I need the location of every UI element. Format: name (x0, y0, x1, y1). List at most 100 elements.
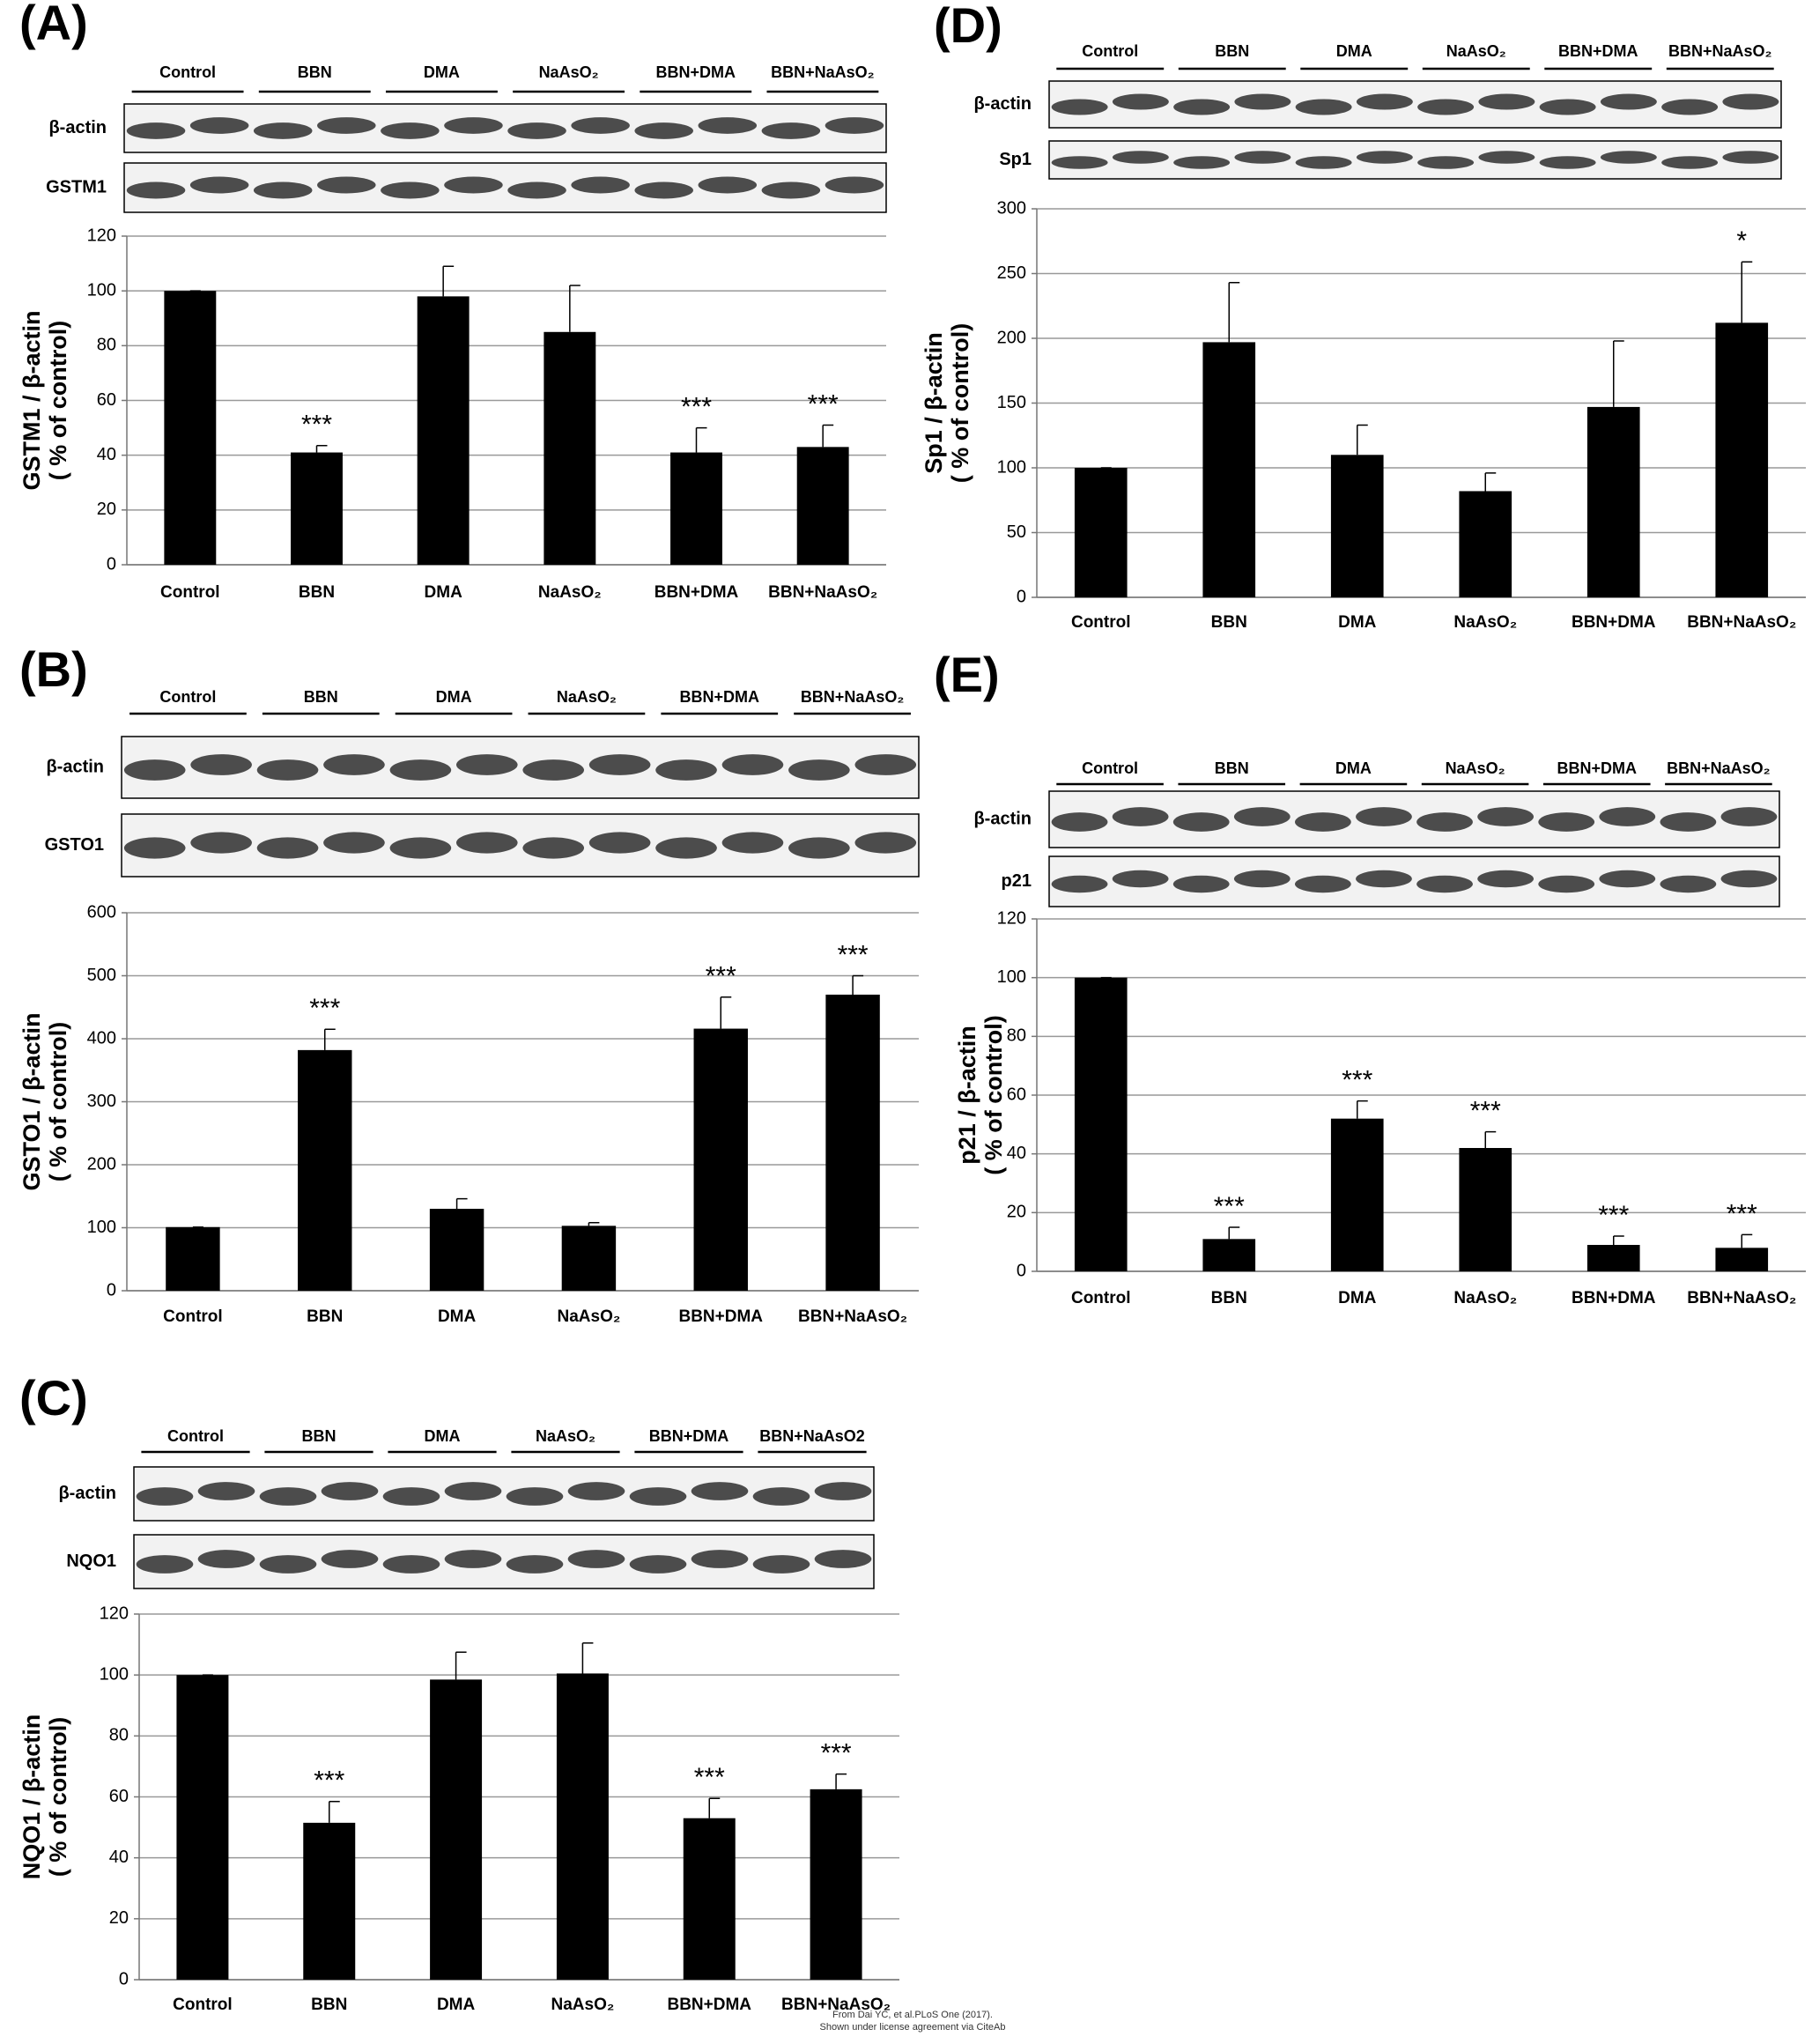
blot-row-label: β-actin (973, 809, 1032, 828)
blot-row-label: β-actin (973, 94, 1032, 114)
credit: From Dai YC, et al.PLoS One (2017). (832, 2010, 993, 2020)
blot-band (1233, 870, 1291, 888)
blot-lane-label: BBN (302, 1427, 337, 1445)
blot-lane-label: BBN (1215, 42, 1249, 60)
error-bar (835, 1773, 847, 1789)
bar (1586, 1245, 1640, 1271)
blot-band (1538, 875, 1595, 893)
error-bar (720, 996, 732, 1029)
blot-band (588, 832, 651, 854)
blot-band (825, 176, 884, 194)
blot-lane-label: Control (167, 1427, 224, 1445)
y-tick-label: 120 (87, 226, 116, 245)
blot-band (1477, 870, 1535, 888)
y-tick-label: 250 (997, 263, 1026, 283)
x-tick-label: NaAsO₂ (558, 1307, 621, 1326)
error-bar (569, 285, 581, 332)
error-bar (1357, 1100, 1368, 1119)
blot-band (1478, 93, 1535, 110)
blot-lane-label: NaAsO₂ (539, 63, 599, 81)
blot-band (317, 176, 376, 194)
blot-lane-label: NaAsO₂ (557, 688, 617, 706)
blot-lane-label: DMA (1335, 759, 1372, 777)
panel-label: (B) (19, 641, 88, 697)
blot-lane-label: Control (159, 688, 216, 706)
blot-band (382, 1555, 440, 1574)
blot-band (1051, 99, 1108, 115)
blot-band (1173, 99, 1231, 115)
blot-band (321, 1550, 379, 1568)
y-tick-label: 200 (997, 328, 1026, 347)
significance: *** (314, 1766, 344, 1796)
error-bar (1741, 261, 1753, 323)
x-tick-label: BBN (307, 1307, 343, 1326)
blot-band (382, 1487, 440, 1506)
blot-band (323, 754, 385, 775)
bar (670, 452, 722, 565)
y-tick-label: 100 (997, 967, 1026, 987)
bar (166, 1226, 220, 1291)
y-tick-label: 0 (1017, 1261, 1026, 1280)
blot-band (752, 1487, 810, 1506)
blot-band (571, 117, 630, 134)
blot-band (1539, 99, 1596, 115)
error-bar (1484, 1130, 1497, 1148)
y-tick-label: 80 (109, 1726, 129, 1745)
x-tick-label: BBN+NaAsO₂ (798, 1307, 907, 1326)
blot-band (1720, 870, 1778, 888)
bar (176, 1675, 229, 1980)
blot-band (567, 1550, 625, 1568)
x-tick-label: BBN+DMA (1572, 1289, 1656, 1307)
x-tick-label: DMA (438, 1307, 477, 1326)
blot-band (1661, 156, 1719, 169)
bar (1459, 491, 1512, 597)
x-tick-label: BBN+NaAsO₂ (781, 1996, 891, 2014)
y-tick-label: 300 (997, 198, 1026, 218)
bar (429, 1209, 484, 1291)
blot-band (189, 176, 249, 194)
y-axis-label: GSTM1 / β-actin (18, 310, 45, 490)
y-tick-label: 400 (87, 1028, 116, 1048)
blot-band (1417, 156, 1475, 169)
blot-band (123, 837, 186, 859)
error-bar (1357, 424, 1368, 455)
y-tick-label: 300 (87, 1092, 116, 1111)
blot-band (655, 759, 717, 781)
blot-band (1051, 812, 1108, 832)
blot-row-label: Sp1 (999, 150, 1032, 169)
bar (1330, 1118, 1384, 1271)
y-tick-label: 600 (87, 902, 116, 922)
blot-lane-label: BBN+DMA (1557, 759, 1637, 777)
blot-band (389, 837, 452, 859)
bar (1202, 1239, 1256, 1271)
blot-band (698, 117, 758, 134)
y-tick-label: 120 (100, 1603, 129, 1623)
blot-band (567, 1482, 625, 1500)
x-tick-label: NaAsO₂ (551, 1996, 615, 2014)
blot-lane-label: Control (1082, 42, 1138, 60)
x-tick-label: BBN+NaAsO₂ (1687, 1289, 1796, 1307)
blot-band (1172, 812, 1230, 832)
error-bar (1484, 472, 1497, 492)
significance: *** (838, 940, 869, 969)
blot-row-label: p21 (1002, 871, 1032, 891)
blot-lane-label: Control (1082, 759, 1138, 777)
blot-band (381, 122, 440, 139)
blot-band (629, 1487, 687, 1506)
bar (1586, 406, 1640, 597)
blot-band (1661, 99, 1719, 115)
blot-row-label: GSTO1 (45, 835, 104, 855)
blot-lane-label: NaAsO₂ (1446, 42, 1506, 60)
blot-band (507, 122, 566, 139)
x-tick-label: Control (163, 1307, 223, 1326)
significance: *** (301, 411, 332, 440)
y-tick-label: 100 (87, 1218, 116, 1237)
significance: *** (1214, 1192, 1245, 1221)
y-axis-label: NQO1 / β-actin (18, 1714, 45, 1880)
blot-band (1295, 156, 1352, 169)
y-tick-label: 100 (100, 1664, 129, 1684)
x-tick-label: BBN+DMA (655, 583, 739, 602)
y-tick-label: 100 (87, 280, 116, 300)
y-tick-label: 80 (97, 336, 116, 355)
error-bar (695, 426, 707, 453)
